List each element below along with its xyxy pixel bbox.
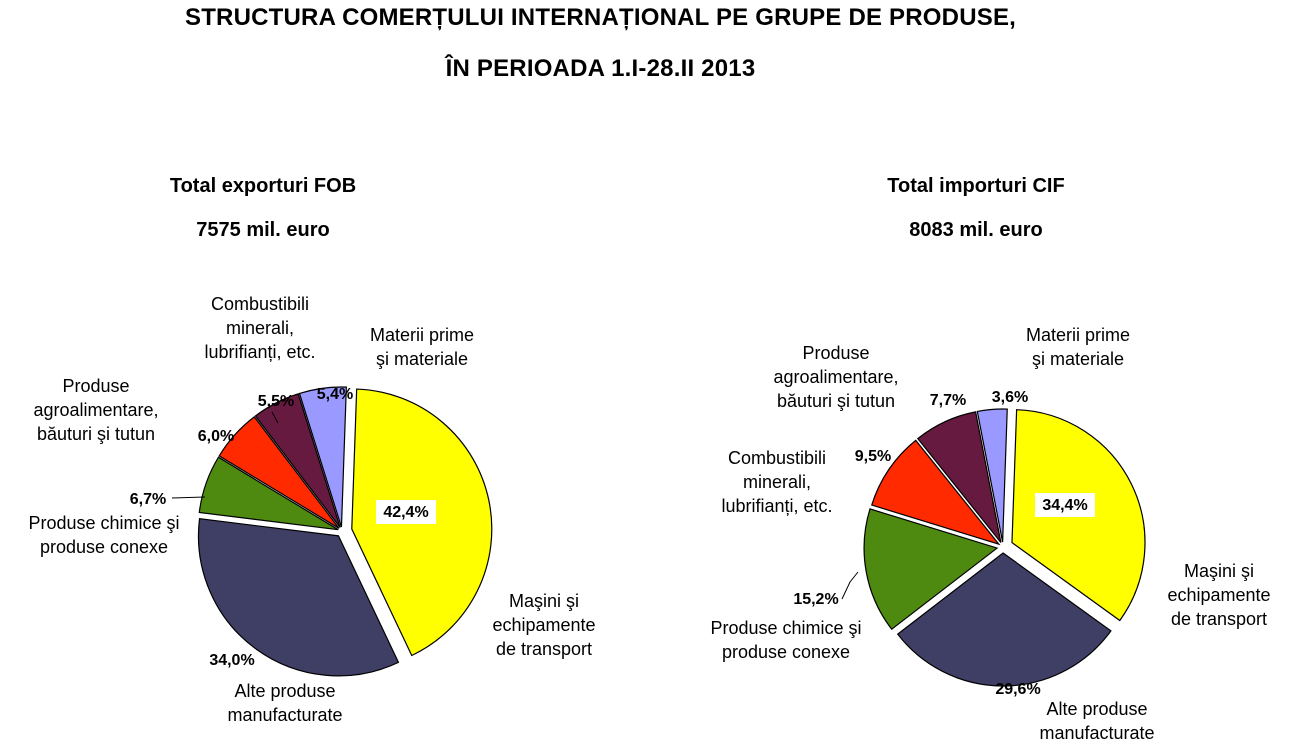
- export-pie-slice-6: [298, 386, 347, 528]
- import-pie-subtitle: 8083 mil. euro: [909, 219, 1043, 241]
- import-pct-box-1: [1035, 493, 1095, 517]
- export-pct-label-6: 5,4%: [317, 386, 353, 403]
- import-pie-slice-2: [896, 552, 1112, 687]
- export-pie-subtitle: 7575 mil. euro: [196, 219, 330, 241]
- export-pct-label-2: 34,0%: [209, 652, 254, 669]
- export-pie-slice-4: [218, 416, 340, 529]
- export-pie-slice-5: [254, 393, 341, 528]
- import-pct-label-1: 34,4%: [1042, 497, 1087, 514]
- import-slice-label-6: Materii prime şi materiale: [1026, 325, 1130, 369]
- import-pie-slice-6: [976, 408, 1008, 543]
- import-pct-label-4: 9,5%: [855, 448, 891, 465]
- import-slice-label-4: Combustibili minerali, lubrifianți, etc.: [721, 448, 832, 516]
- export-slice-label-2: Alte produse manufacturate: [227, 681, 342, 725]
- chart-title-line2: ÎN PERIOADA 1.I-28.II 2013: [445, 55, 756, 82]
- export-pct-label-1: 42,4%: [383, 504, 428, 521]
- import-pct-label-3: 15,2%: [793, 591, 838, 608]
- import-pie-slice-5: [916, 411, 1002, 543]
- export-slice-label-6: Materii prime şi materiale: [370, 325, 474, 369]
- export-leader-line-5: [271, 411, 279, 424]
- import-leader-line-3: [841, 571, 859, 600]
- import-pct-label-2: 29,6%: [995, 681, 1040, 698]
- export-slice-label-4: Produse agroalimentare, băuturi şi tutun: [33, 376, 158, 444]
- import-pie-slice-3: [863, 508, 999, 631]
- export-pct-label-3: 6,7%: [130, 491, 166, 508]
- export-slice-label-1: Maşini şi echipamente de transport: [492, 591, 595, 659]
- import-pie-title: Total importuri CIF: [887, 175, 1065, 197]
- import-slice-label-5: Produse agroalimentare, băuturi şi tutun: [773, 343, 898, 411]
- export-slice-label-3: Produse chimice şi produse conexe: [28, 513, 179, 557]
- export-pct-label-5: 5,5%: [258, 393, 294, 410]
- chart-title-line1: STRUCTURA COMERȚULUI INTERNAȚIONAL PE GR…: [184, 4, 1017, 31]
- export-slice-label-5: Combustibili minerali, lubrifianți, etc.: [204, 294, 315, 362]
- import-slice-label-2: Alte produse manufacturate: [1039, 699, 1154, 743]
- import-pie-slice-4: [871, 439, 1001, 546]
- import-pct-label-6: 3,6%: [992, 389, 1028, 406]
- import-slice-label-1: Maşini şi echipamente de transport: [1167, 561, 1270, 629]
- export-leader-line-3: [171, 496, 206, 499]
- export-pie-title: Total exporturi FOB: [169, 175, 357, 197]
- export-pct-label-4: 6,0%: [198, 428, 234, 445]
- export-pie-slice-2: [197, 518, 400, 677]
- export-pct-box-1: [376, 500, 436, 524]
- import-pct-label-5: 7,7%: [930, 392, 966, 409]
- import-slice-label-3: Produse chimice şi produse conexe: [710, 618, 861, 662]
- export-pie-slice-3: [198, 456, 339, 531]
